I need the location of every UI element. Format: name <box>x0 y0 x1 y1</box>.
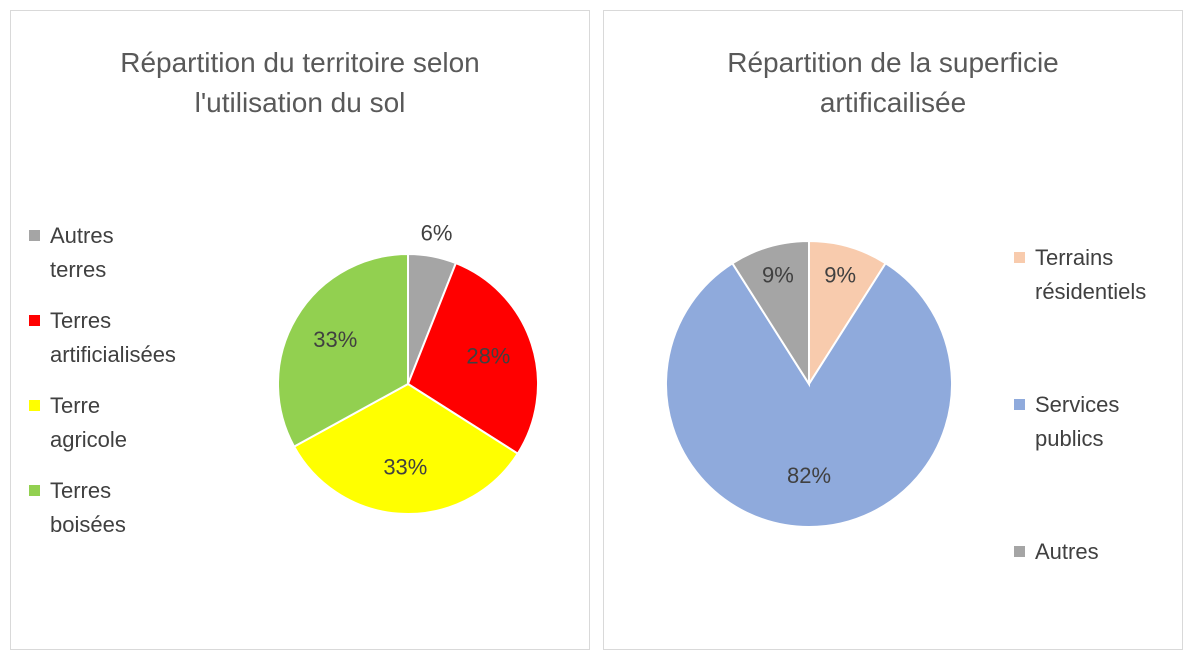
chart-title: Répartition du territoire selon l'utilis… <box>120 47 480 118</box>
legend-swatch <box>29 315 40 326</box>
legend-item: Autres <box>1014 535 1099 569</box>
legend-swatch <box>1014 252 1025 263</box>
chart-panel: 9% 82% 9% Répartition de la superficie arti… <box>603 10 1183 650</box>
data-label: 82% <box>787 463 831 488</box>
chart-title: Répartition de la superficie artificaili… <box>727 47 1059 118</box>
pie-chart: 6% 28% 33% 33% <box>277 221 539 515</box>
pie-slice <box>406 261 539 456</box>
legend-item: Terrains résidentiels <box>1014 241 1146 309</box>
legend-label: Services publics <box>1035 392 1120 451</box>
pie-slice <box>665 261 953 528</box>
data-label: 28% <box>466 344 510 369</box>
page: 6% 28% 33% 33% Répartition du territoire sel… <box>10 10 1183 650</box>
legend-swatch <box>1014 399 1025 410</box>
legend-label: Autres terres <box>50 223 114 282</box>
data-label: 9% <box>762 263 794 288</box>
pie-slice <box>730 239 810 388</box>
legend-label: Terrains résidentiels <box>1035 245 1147 304</box>
data-label: 6% <box>421 221 453 246</box>
data-label: 33% <box>313 327 357 352</box>
legend-item: Terres artificialisées <box>29 304 176 372</box>
chart-panel: 6% 28% 33% 33% Répartition du territoire sel… <box>10 10 590 650</box>
legend-item: Autres terres <box>29 219 114 287</box>
legend-item: Services publics <box>1014 388 1119 456</box>
legend-label: Autres <box>1035 539 1099 564</box>
legend-label: Terre agricole <box>50 393 128 452</box>
legend-item: Terre agricole <box>29 389 127 457</box>
legend-label: Terres boisées <box>50 478 126 537</box>
legend-swatch <box>1014 546 1025 557</box>
legend-swatch <box>29 485 40 496</box>
legend-item: Terres boisées <box>29 474 126 542</box>
data-label: 33% <box>383 454 427 479</box>
legend-label: Terres artificialisées <box>50 308 176 367</box>
data-label: 9% <box>824 263 856 288</box>
legend-swatch <box>29 230 40 241</box>
pie-slice <box>808 239 888 388</box>
pie-chart: 9% 82% 9% <box>665 239 953 528</box>
pie-slice <box>277 252 409 448</box>
legend-swatch <box>29 400 40 411</box>
